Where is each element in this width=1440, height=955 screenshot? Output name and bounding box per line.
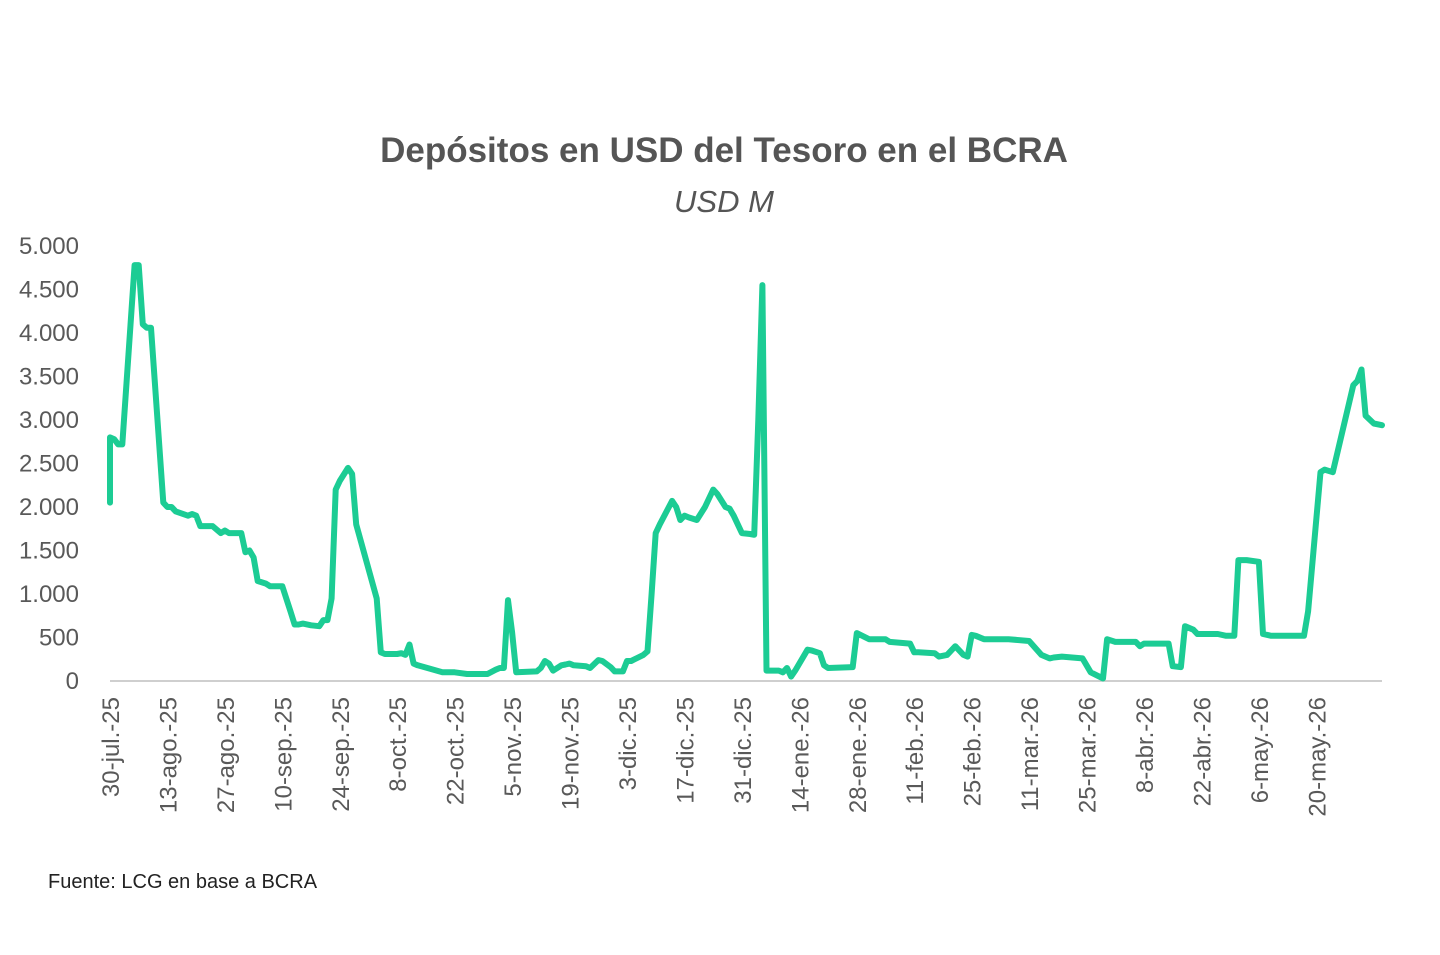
y-tick-label: 5.000 [19,233,79,260]
x-tick-label: 13-ago.-25 [155,697,182,813]
y-tick-label: 3.500 [19,364,79,391]
source-note: Fuente: LCG en base a BCRA [48,871,318,893]
x-tick-label: 28-ene.-26 [845,697,872,813]
chart-subtitle: USD M [674,184,774,219]
y-tick-label: 2.500 [19,451,79,478]
x-tick-label: 22-abr.-26 [1189,697,1216,806]
y-tick-label: 1.000 [19,581,79,608]
x-tick-label: 8-abr.-26 [1132,697,1159,793]
x-tick-label: 5-nov.-25 [500,697,527,797]
x-tick-label: 17-dic.-25 [672,697,699,804]
y-tick-label: 4.000 [19,320,79,347]
series-line [107,262,1385,682]
x-tick-label: 31-dic.-25 [730,697,757,804]
x-tick-label: 24-sep.-25 [328,697,355,812]
x-tick-label: 11-mar.-26 [1017,697,1044,811]
y-tick-label: 500 [39,625,79,652]
y-tick-label: 2.000 [19,494,79,521]
x-tick-label: 20-may.-26 [1304,697,1331,817]
x-tick-label: 3-dic.-25 [615,697,642,790]
x-tick-label: 8-oct.-25 [385,697,412,792]
x-tick-label: 10-sep.-25 [270,697,297,812]
x-tick-label: 22-oct.-25 [443,697,470,805]
x-tick-label: 6-may.-26 [1247,697,1274,803]
x-tick-label: 14-ene.-26 [787,697,814,813]
x-tick-label: 25-mar.-26 [1075,697,1102,813]
x-tick-label: 27-ago.-25 [213,697,240,813]
y-tick-label: 3.000 [19,407,79,434]
chart-title: Depósitos en USD del Tesoro en el BCRA [380,131,1068,170]
x-tick-label: 25-feb.-26 [960,697,987,806]
x-tick-label: 19-nov.-25 [558,697,585,810]
y-axis-ticks: 0 500 1.000 1.500 2.000 2.500 3.000 3.500 4.000 4… [19,233,79,695]
y-tick-label: 4.500 [19,277,79,304]
y-tick-label: 0 [66,668,79,695]
y-tick-label: 1.500 [19,538,79,565]
x-tick-label: 30-jul.-25 [98,697,125,797]
x-axis-ticks: 30-jul.-25 13-ago.-25 27-ago.-25 10-sep.-25… [98,697,1331,817]
x-tick-label: 11-feb.-26 [902,697,929,805]
